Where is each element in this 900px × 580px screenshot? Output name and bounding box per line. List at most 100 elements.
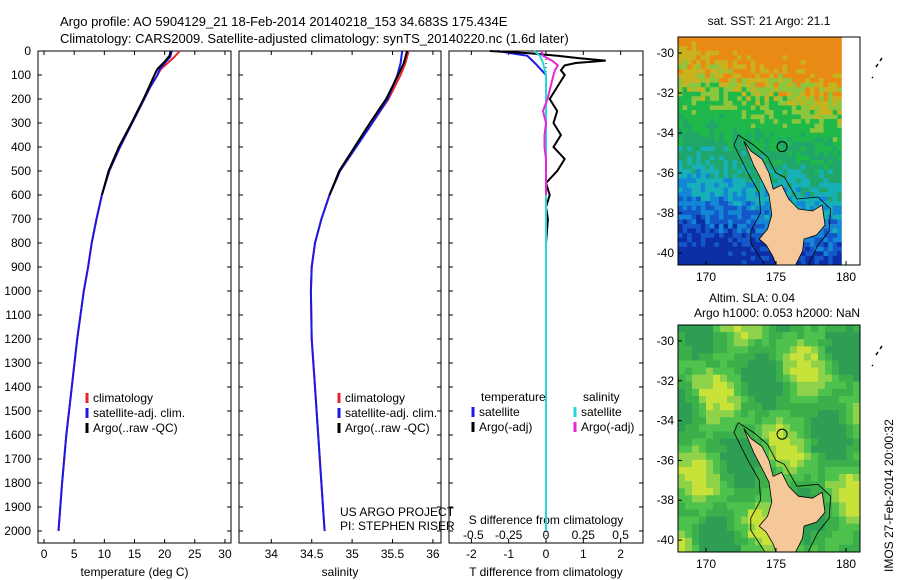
map-cell	[746, 246, 752, 252]
map-cell	[732, 132, 738, 138]
map-cell	[832, 128, 838, 134]
map-cell	[696, 251, 702, 257]
map-cell	[687, 246, 693, 252]
map-cell	[787, 123, 793, 129]
map-cell	[755, 151, 761, 157]
map-cell	[706, 431, 714, 440]
map-cell	[841, 255, 847, 262]
map-cell	[759, 68, 766, 75]
map-cell	[678, 246, 684, 252]
depth-tick-label: 2000	[4, 524, 31, 538]
map-cell	[800, 255, 806, 262]
map-cell	[691, 109, 697, 116]
map-cell	[678, 452, 686, 461]
map-cell	[828, 242, 834, 248]
map-cell	[699, 360, 707, 369]
map-cell	[691, 37, 697, 43]
map-cell	[700, 242, 706, 248]
map-cell	[796, 82, 802, 88]
map-cell	[746, 59, 752, 65]
map-cell	[846, 242, 852, 248]
map-cell	[685, 325, 693, 333]
map-cell	[692, 537, 700, 546]
map-cell	[750, 187, 756, 193]
map-cell	[728, 59, 734, 65]
map-cell	[782, 187, 788, 193]
map-cell	[691, 78, 697, 84]
map-cell	[678, 100, 684, 106]
map-cell	[741, 187, 747, 193]
map-cell	[750, 169, 756, 175]
map-cell	[846, 87, 852, 93]
map-cell	[855, 141, 860, 148]
map-cell	[782, 55, 788, 61]
map-cell	[750, 128, 756, 134]
map-cell	[764, 255, 770, 262]
map-ytick-label: -40	[657, 533, 675, 547]
difference-xtick-label: 1	[580, 547, 587, 561]
map-cell	[755, 388, 763, 397]
map-cell	[728, 169, 734, 175]
map-cell	[823, 87, 829, 93]
map-cell	[755, 105, 761, 111]
map-cell	[832, 438, 840, 447]
map-cell	[700, 151, 706, 157]
map-cell	[790, 374, 798, 383]
map-cell	[709, 151, 715, 157]
map-cell	[691, 210, 697, 216]
map-cell	[832, 78, 838, 84]
map-cell	[691, 182, 697, 189]
map-cell	[846, 255, 852, 262]
map-cell	[737, 141, 743, 148]
map-cell	[825, 403, 833, 411]
map-cell	[682, 205, 688, 211]
map-cell	[746, 205, 752, 211]
map-cell	[755, 481, 763, 489]
map-cell	[814, 55, 820, 61]
map-cell	[737, 228, 743, 234]
map-cell	[709, 73, 715, 79]
map-cell	[759, 55, 766, 61]
map-cell	[778, 128, 784, 134]
map-cell	[741, 242, 747, 248]
map-cell	[791, 187, 797, 193]
map-cell	[850, 242, 857, 248]
kermadec-islands-marks	[871, 57, 883, 79]
map-cell	[759, 155, 766, 161]
map-cell	[797, 325, 805, 333]
map-cell	[790, 452, 798, 461]
map-cell	[728, 219, 734, 225]
map-cell	[705, 50, 711, 56]
map-cell	[696, 109, 702, 116]
map-cell	[787, 55, 793, 61]
map-cell	[727, 537, 735, 546]
map-cell	[714, 128, 720, 134]
map-cell	[718, 260, 725, 265]
map-cell	[805, 105, 811, 111]
map-cell	[687, 141, 693, 148]
map-cell	[782, 68, 788, 75]
map-cell	[818, 466, 826, 475]
map-cell	[728, 187, 734, 193]
difference-xtick-label: -2	[466, 547, 477, 561]
map-cell	[755, 178, 761, 184]
map-cell	[755, 219, 761, 225]
map-cell	[818, 544, 826, 552]
map-cell	[706, 537, 714, 546]
map-cell	[709, 119, 715, 125]
map-cell	[682, 182, 688, 189]
map-cell	[796, 68, 802, 75]
map-cell	[832, 516, 840, 525]
map-cell	[791, 151, 797, 157]
map-cell	[691, 223, 697, 230]
map-cell	[709, 37, 715, 43]
map-cell	[825, 488, 833, 496]
map-cell	[805, 78, 811, 84]
map-cell	[828, 201, 834, 207]
depth-tick-label: 300	[11, 116, 31, 130]
map-cell	[841, 109, 847, 116]
map-cell	[805, 82, 811, 88]
map-cell	[755, 196, 761, 202]
map-cell	[762, 473, 770, 482]
map-cell	[823, 219, 829, 225]
